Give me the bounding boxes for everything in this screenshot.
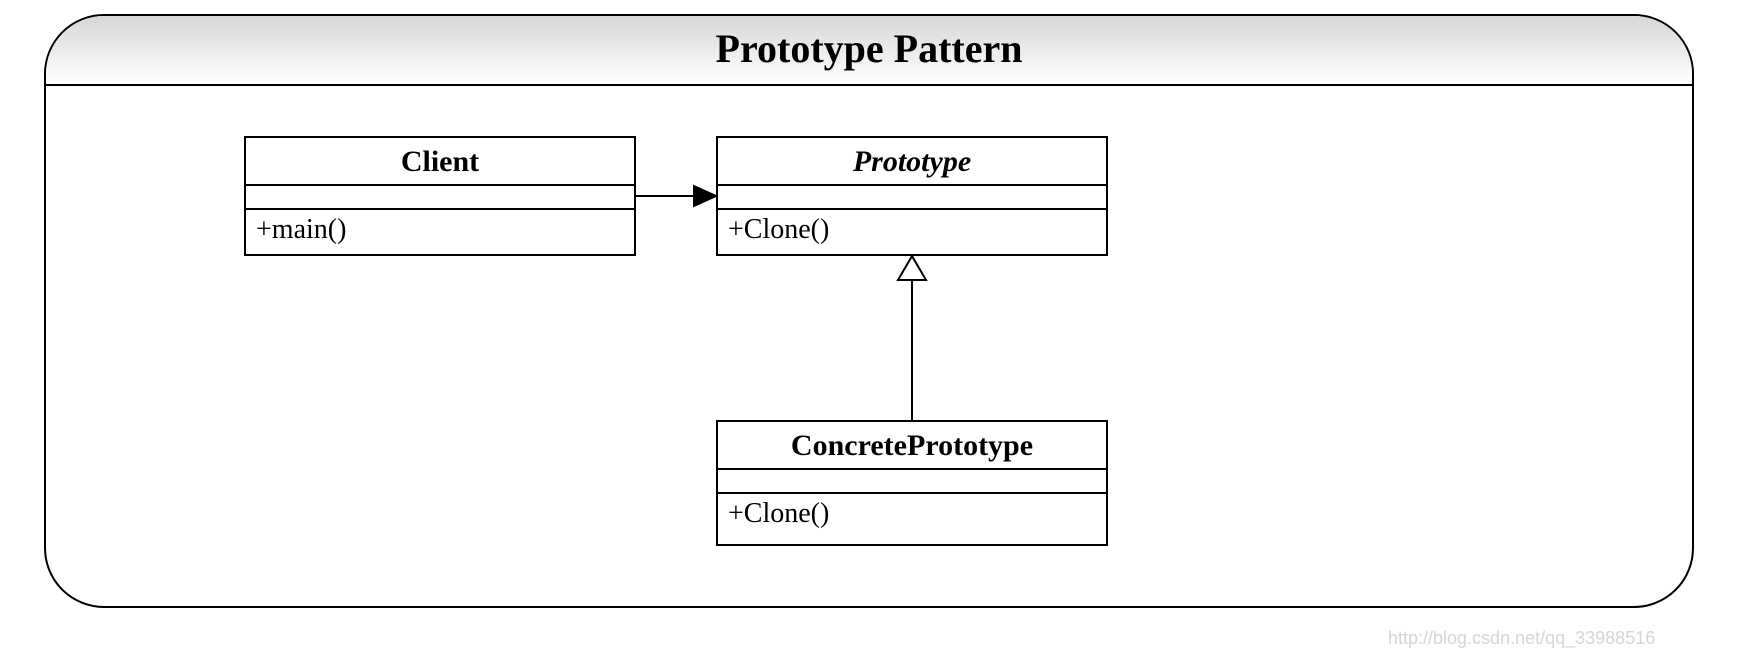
watermark-text: http://blog.csdn.net/qq_33988516 xyxy=(1388,628,1655,649)
class-client-name: Client xyxy=(246,138,634,186)
diagram-canvas: Prototype Pattern Client +main() Prototy… xyxy=(0,0,1739,651)
class-concrete-prototype-operations: +Clone() xyxy=(718,494,1106,534)
class-concrete-prototype-attributes xyxy=(718,470,1106,494)
class-prototype-name: Prototype xyxy=(718,138,1106,186)
class-client-op-0: +main() xyxy=(256,214,624,246)
class-concrete-prototype: ConcretePrototype +Clone() xyxy=(716,420,1108,546)
class-prototype-operations: +Clone() xyxy=(718,210,1106,250)
class-prototype-op-0: +Clone() xyxy=(728,214,1096,246)
frame-title-divider xyxy=(44,84,1694,86)
class-client-operations: +main() xyxy=(246,210,634,250)
class-client: Client +main() xyxy=(244,136,636,256)
class-concrete-prototype-name: ConcretePrototype xyxy=(718,422,1106,470)
class-concrete-prototype-op-0: +Clone() xyxy=(728,498,1096,530)
frame-title: Prototype Pattern xyxy=(44,14,1694,84)
class-prototype-attributes xyxy=(718,186,1106,210)
class-client-attributes xyxy=(246,186,634,210)
class-prototype: Prototype +Clone() xyxy=(716,136,1108,256)
